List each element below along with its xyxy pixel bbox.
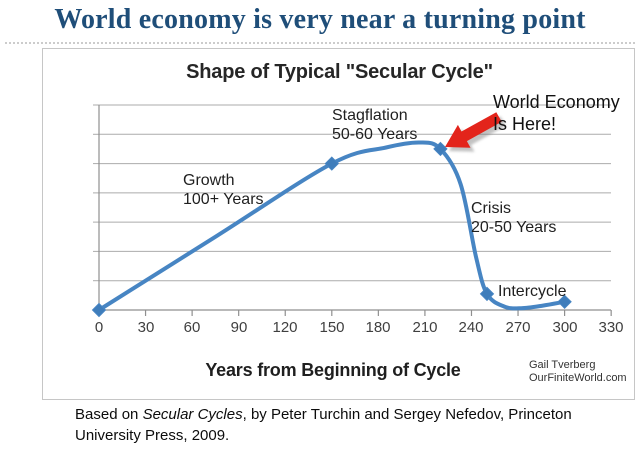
crisis-label-line2: 20-50 Years [471,219,557,236]
x-axis-tick-labels: 0 30 60 90 120 150 180 210 240 270 300 330 [43,49,636,401]
x-tick-label: 90 [230,319,248,336]
source-caption: Based on Secular Cycles, by Peter Turchi… [75,404,610,446]
x-tick-label: 300 [552,319,578,336]
secular-cycle-chart: Shape of Typical "Secular Cycle" Growth … [42,48,635,400]
crisis-label-line1: Crisis [471,200,511,217]
label-crisis-phase: Crisis 20-50 Years [471,199,556,237]
label-intercycle-phase: Intercycle [498,283,567,300]
caption-book-title: Secular Cycles [142,406,243,423]
caption-suffix: , by Peter Turchin and Sergey Nefedov, P… [75,406,572,444]
x-tick-label: 0 [94,319,104,336]
data-point-marker [479,286,495,302]
label-growth-phase: Growth 100+ Years [183,171,264,209]
gridlines [93,104,611,282]
x-tick-label: 150 [319,319,345,336]
caption-prefix: Based on [75,406,143,423]
x-tick-label: 180 [365,319,391,336]
chart-title: Shape of Typical "Secular Cycle" [186,61,493,83]
stagflation-label-line2: 50-60 Years [332,126,418,143]
x-tick-label: 330 [598,319,624,336]
label-stagflation-phase: Stagflation 50-60 Years [332,106,417,144]
x-tick-label: 30 [137,319,155,336]
chart-plot-area [91,104,612,318]
slide-title: World economy is very near a turning poi… [54,4,586,35]
growth-label-line2: 100+ Years [183,191,264,208]
world-economy-label-line1: World Economy [493,92,620,112]
label-world-economy-is-here: World Economy Is Here! [493,91,620,135]
world-economy-label-line2: Is Here! [493,114,557,134]
growth-label-line1: Growth [183,172,235,189]
attribution: Gail Tverberg OurFiniteWorld.com [529,359,627,385]
x-tick-label: 60 [183,319,201,336]
title-divider [5,42,635,44]
data-point-marker [433,141,448,157]
x-tick-label: 270 [505,319,531,336]
x-tick-label: 120 [272,319,298,336]
data-point-marker [91,302,107,318]
cycle-curve-line [97,140,567,312]
x-tick-label: 240 [458,319,484,336]
data-point-marker [557,294,572,310]
attribution-site: OurFiniteWorld.com [529,372,627,384]
x-axis-title: Years from Beginning of Cycle [205,360,461,380]
attribution-author: Gail Tverberg [529,359,596,371]
data-point-marker [324,156,340,171]
data-point-markers [91,141,572,318]
stagflation-label-line1: Stagflation [332,107,408,124]
world-economy-arrow-icon [445,112,502,148]
x-tick-label: 210 [412,319,438,336]
